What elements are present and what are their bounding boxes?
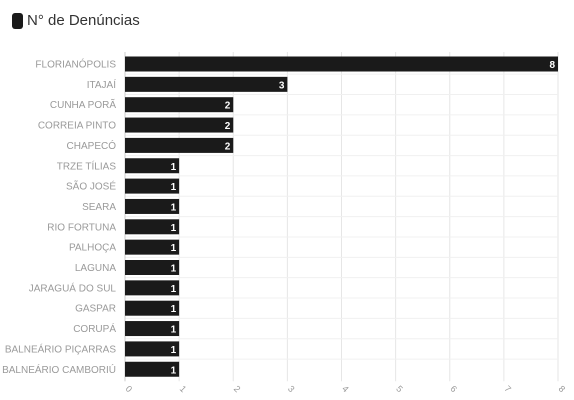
bar[interactable] [125, 219, 180, 235]
bar[interactable] [125, 117, 234, 133]
bar[interactable] [125, 137, 234, 153]
bar-value-label: 1 [171, 243, 177, 254]
bar[interactable] [125, 56, 558, 72]
bar[interactable] [125, 97, 234, 113]
bar[interactable] [125, 76, 288, 92]
bar-value-label: 8 [549, 60, 555, 71]
x-tick-label: 2 [232, 384, 243, 395]
category-label: BALNEÁRIO PIÇARRAS [5, 342, 116, 355]
bar[interactable] [125, 300, 180, 316]
bar-value-label: 2 [225, 141, 231, 152]
category-label: CORREIA PINTO [38, 121, 116, 132]
bar-value-label: 2 [225, 121, 231, 132]
category-label: PALHOÇA [69, 243, 116, 254]
category-label: SÃO JOSÉ [66, 180, 116, 193]
category-label: RIO FORTUNA [47, 222, 116, 233]
legend-swatch-icon [12, 13, 23, 29]
bar[interactable] [125, 198, 180, 214]
category-label: FLORIANÓPOLIS [35, 58, 116, 71]
category-label: JARAGUÁ DO SUL [29, 281, 117, 294]
x-tick-label: 3 [286, 384, 297, 395]
x-tick-label: 1 [178, 384, 189, 395]
bar[interactable] [125, 361, 180, 377]
category-label: TRZE TÍLIAS [57, 159, 117, 172]
category-label: LAGUNA [75, 263, 116, 274]
x-tick-label: 8 [557, 384, 568, 395]
category-label: CORUPÁ [73, 322, 116, 335]
category-label: GASPAR [75, 304, 116, 315]
bar-value-label: 2 [225, 101, 231, 112]
category-label: SEARA [82, 202, 116, 213]
bar-value-label: 1 [171, 202, 177, 213]
bar[interactable] [125, 260, 180, 275]
bar-value-label: 1 [171, 304, 177, 315]
x-tick-label: 4 [340, 384, 351, 395]
bar[interactable] [125, 178, 180, 194]
bar-value-label: 3 [279, 80, 285, 91]
category-label: BALNEÁRIO CAMBORIÚ [2, 363, 116, 376]
bar-value-label: 1 [171, 365, 177, 376]
category-label: CUNHA PORÃ [50, 98, 116, 111]
bar[interactable] [125, 341, 180, 357]
bar-value-label: 1 [171, 182, 177, 193]
legend[interactable]: N° de Denúncias [12, 12, 140, 30]
bar[interactable] [125, 280, 180, 296]
x-tick-label: 6 [448, 384, 459, 395]
bar-value-label: 1 [171, 264, 177, 275]
bar[interactable] [125, 158, 180, 174]
category-label: CHAPECÓ [67, 139, 117, 152]
bar-value-label: 1 [171, 345, 177, 356]
bar-value-label: 1 [171, 162, 177, 173]
bar-value-label: 1 [171, 325, 177, 336]
x-tick-label: 7 [502, 384, 513, 395]
legend-label: N° de Denúncias [27, 12, 140, 29]
x-tick-label: 5 [394, 384, 405, 395]
bar[interactable] [125, 239, 180, 255]
bar-value-label: 1 [171, 284, 177, 295]
x-tick-label: 0 [124, 384, 135, 395]
bar-value-label: 1 [171, 223, 177, 234]
bar[interactable] [125, 321, 180, 337]
category-label: ITAJAÍ [87, 78, 116, 91]
